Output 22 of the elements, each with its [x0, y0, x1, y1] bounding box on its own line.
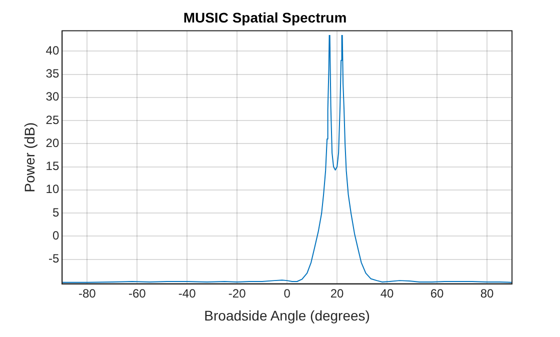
x-tick-label: -80 — [78, 286, 96, 300]
x-tick-label: -20 — [228, 286, 246, 300]
x-tick-label: 0 — [284, 286, 291, 300]
y-tick-label: -5 — [48, 252, 60, 266]
x-tick-label: 40 — [380, 286, 394, 300]
x-tick-label: -60 — [128, 286, 146, 300]
y-axis-title: Power (dB) — [21, 122, 38, 192]
y-tick-label: 40 — [46, 43, 60, 58]
chart-title: MUSIC Spatial Spectrum — [183, 9, 347, 26]
x-axis-title: Broadside Angle (degrees) — [204, 307, 370, 324]
x-tick-label: -40 — [178, 286, 196, 300]
y-tick-label: 10 — [46, 182, 60, 196]
y-tick-label: 15 — [46, 159, 60, 174]
x-tick-label: 20 — [330, 286, 344, 300]
y-tick-label: 35 — [46, 66, 60, 81]
y-tick-label: 0 — [52, 228, 60, 242]
y-tick-label: 25 — [46, 112, 60, 127]
x-tick-label: 60 — [430, 286, 444, 300]
y-tick-label: 5 — [52, 205, 60, 220]
x-tick-label: 80 — [480, 286, 494, 300]
y-tick-label: 20 — [46, 136, 60, 150]
y-tick-label: 30 — [46, 90, 60, 104]
